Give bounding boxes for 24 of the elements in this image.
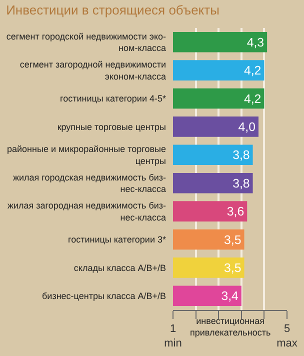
data-label: 3,4: [221, 289, 238, 304]
data-label: 3,5: [224, 232, 242, 247]
chart-title: Инвестиции в строящиеся объекты: [6, 2, 220, 18]
y-tick-label: гостиницы категории 4-5*: [60, 94, 166, 104]
data-label: 4,2: [244, 92, 262, 106]
data-label: 4,0: [238, 120, 256, 134]
data-label: 4,2: [244, 64, 262, 78]
y-tick-label: сегмент городской недвижимости эко- ном-класса: [6, 31, 166, 54]
x-axis-title: инвестиционная привлекательность: [190, 316, 271, 338]
y-tick-label: склады класса A/B+/B: [74, 262, 166, 273]
x-tick-label: 1 min: [164, 323, 182, 350]
data-label: 3,6: [226, 204, 244, 219]
data-label: 3,8: [232, 176, 250, 190]
y-tick-label: бизнес-центры класса A/B+/B: [42, 291, 166, 302]
y-tick-label: районные и микрорайонные торговые центры: [7, 144, 166, 166]
y-tick-label: жилая городская недвижимость биз- нес-класса: [12, 172, 166, 194]
y-tick-label: крупные торговые центры: [57, 122, 166, 132]
data-label: 3,5: [224, 260, 242, 275]
data-label: 3,8: [232, 148, 250, 162]
y-tick-label: гостиницы категории 3*: [68, 234, 166, 245]
y-tick-label: сегмент загородной недвижимости эконом-класса: [20, 60, 166, 82]
data-label: 4,3: [246, 35, 264, 50]
x-tick-label: 5 max: [276, 323, 298, 350]
y-tick-label: жилая загородная недвижимость биз- нес-класса: [7, 200, 166, 222]
